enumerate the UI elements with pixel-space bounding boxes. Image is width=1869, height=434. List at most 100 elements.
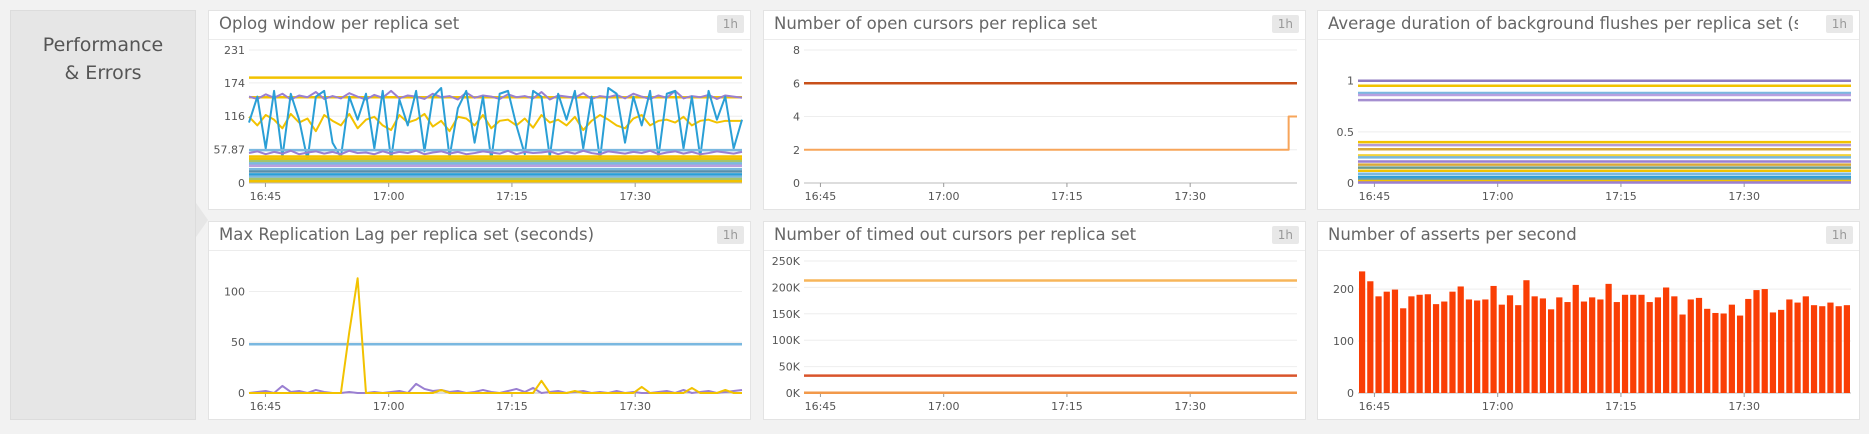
y-tick-label: 50 [231,336,245,349]
group-performance-errors: Performance & Errors [10,10,196,420]
bar [1375,296,1382,393]
bar [1547,309,1555,393]
y-tick-label: 100 [224,285,245,298]
x-tick-label: 17:15 [496,190,528,203]
x-tick-label: 17:30 [1728,190,1760,203]
bar [1416,294,1423,393]
chart-replication-lag: 0 50 100 16:45 17:00 17:15 17:30 [224,277,743,413]
x-tick-label: 17:30 [1174,400,1206,413]
timeframe-badge[interactable]: 1h [716,15,744,33]
widget-title: Number of open cursors per replica set [774,14,1098,33]
y-tick-label: 150K [772,308,801,321]
y-tick-label: 0 [238,387,245,400]
bar [1794,302,1801,393]
y-tick-label: 0 [793,177,800,190]
bar [1400,308,1407,393]
bar [1761,289,1768,393]
timeframe-badge[interactable]: 1h [1271,15,1299,33]
widget-background-flushes[interactable]: Average duration of background flushes p… [1317,10,1860,210]
widget-open-cursors[interactable]: Number of open cursors per replica set 1h… [763,10,1306,210]
x-tick-label: 17:00 [928,400,960,413]
bar [1490,285,1497,393]
timeframe-badge[interactable]: 1h [1825,15,1853,33]
bar [1736,315,1744,393]
x-tick-label: 16:45 [805,190,837,203]
bar [1457,286,1464,393]
y-tick-label: 0.5 [1337,126,1355,139]
bar [1515,305,1522,393]
bar [1498,304,1505,393]
bar [1359,271,1366,393]
group-pointer-arrow-icon [196,203,208,237]
y-tick-label: 1 [1347,75,1354,88]
bar [1597,299,1604,393]
x-tick-label: 16:45 [805,400,837,413]
widget-title: Average duration of background flushes p… [1328,14,1798,33]
chart-timed-out-cursors: 0K 50K 100K 150K 200K 250K 16:45 17:00 17:15 17:3… [772,255,1297,413]
bar [1745,298,1752,393]
series-line [248,382,743,394]
y-tick-label: 0 [1347,387,1354,400]
timeframe-badge[interactable]: 1h [1825,226,1853,244]
bar [1572,284,1579,393]
x-tick-label: 17:30 [619,400,651,413]
bar [1646,302,1653,393]
x-tick-label: 16:45 [1359,190,1391,203]
series-line [248,89,743,101]
series-line [248,149,743,156]
x-tick-label: 17:00 [373,400,405,413]
timeframe-badge[interactable]: 1h [1271,226,1299,244]
bar [1605,283,1612,393]
bar [1589,297,1596,393]
bar [1679,314,1686,393]
series-line [248,87,743,161]
bar [1712,312,1719,393]
bar [1671,296,1678,393]
chart-background-flushes: 0 0.5 1 16:45 17:00 17:15 17:30 [1337,75,1851,203]
chart-oplog-window: 0 57.87 116 174 231 16:45 17:00 17:15 17:30 [214,44,743,203]
bar [1687,299,1694,393]
y-tick-label: 2 [793,144,800,157]
widget-replication-lag[interactable]: Max Replication Lag per replica set (sec… [208,221,751,420]
y-tick-label: 6 [793,77,800,90]
group-title: Performance & Errors [11,31,195,87]
x-tick-label: 17:30 [1728,400,1760,413]
bar [1810,305,1818,393]
bar [1704,308,1711,393]
timeframe-badge[interactable]: 1h [716,226,744,244]
chart-open-cursors: 0 2 4 6 8 16:45 17:00 17:15 17:30 [793,44,1297,203]
y-tick-label: 231 [224,44,245,57]
bar [1465,299,1473,393]
bar [1695,297,1703,393]
chart-asserts: 0 100 200 16:45 17:00 17:15 17:30 [1333,271,1851,413]
group-title-line2: & Errors [64,62,142,84]
x-tick-label: 17:15 [1051,190,1083,203]
series-line [249,277,742,394]
bar [1580,301,1588,393]
x-tick-label: 17:15 [1051,400,1083,413]
bar [1449,291,1456,393]
bar [1819,306,1826,393]
y-tick-label: 0 [238,177,245,190]
bar [1621,294,1629,393]
widget-oplog-window[interactable]: Oplog window per replica set 1h 0 57.87 116… [208,10,751,210]
bar [1613,302,1620,393]
widget-title: Number of asserts per second [1328,225,1577,244]
x-tick-label: 17:15 [1605,190,1637,203]
widget-asserts[interactable]: Number of asserts per second 1h 0 100 200 16… [1317,221,1860,420]
bar [1638,294,1645,393]
widget-title: Number of timed out cursors per replica … [774,225,1137,244]
bar [1630,294,1637,393]
bar [1843,305,1850,393]
bar [1564,302,1571,393]
bar [1769,312,1777,393]
y-tick-label: 100 [1333,335,1354,348]
bar [1802,296,1809,393]
bar [1753,290,1760,393]
widget-timed-out-cursors[interactable]: Number of timed out cursors per replica … [763,221,1306,420]
bar [1556,297,1563,393]
y-tick-label: 4 [793,111,800,124]
bar [1424,294,1431,393]
y-tick-label: 174 [224,77,245,90]
bar [1827,302,1834,393]
